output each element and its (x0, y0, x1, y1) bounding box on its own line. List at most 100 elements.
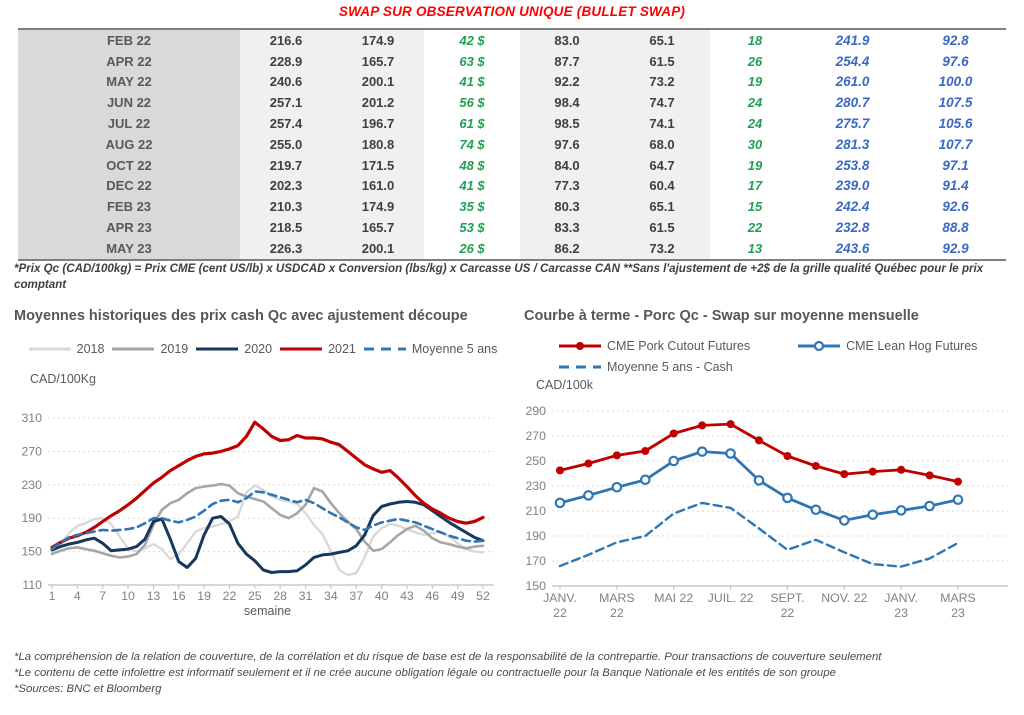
value-cell: 74.7 (614, 92, 710, 114)
month-cell: OCT 22 (18, 154, 240, 176)
value-cell: 74.1 (614, 113, 710, 134)
value-cell: 281.3 (835, 136, 870, 152)
value-cell: 48 $ (459, 157, 485, 173)
value-cell: 171.5 (332, 154, 424, 176)
value-cell: 53 $ (459, 220, 485, 236)
value-cell: 218.5 (240, 217, 332, 238)
svg-text:22: 22 (781, 606, 795, 620)
right-chart-ylabel: CAD/100k (536, 378, 593, 392)
svg-text:43: 43 (400, 589, 414, 603)
legend-label: CME Pork Cutout Futures (607, 339, 751, 353)
value-cell: 13 (747, 240, 763, 256)
month-cell: FEB 23 (18, 196, 240, 218)
value-cell: 26 (747, 53, 763, 69)
value-cell: 200.1 (332, 71, 424, 93)
value-cell: 61.5 (614, 217, 710, 238)
month-cell: AUG 22 (18, 133, 240, 155)
table-row: FEB 23 210.3 174.9 35 $ 80.3 65.1 15 242.4 92.6 (18, 196, 1006, 218)
value-cell: 98.5 (520, 113, 614, 134)
legend-label: 2020 (244, 342, 273, 356)
svg-text:210: 210 (525, 504, 546, 518)
disclaimer-line: *La compréhension de la relation de couv… (14, 651, 882, 663)
value-cell: 242.4 (835, 199, 870, 215)
value-cell: 254.4 (835, 53, 870, 69)
value-cell: 24 (747, 116, 763, 132)
table-row: DEC 22 202.3 161.0 41 $ 77.3 60.4 17 239.0 91.4 (18, 175, 1006, 197)
month-cell: MAY 23 (18, 237, 240, 259)
series-2019 (50, 482, 485, 559)
forward-curve-chart-section: Courbe à terme - Porc Qc - Swap sur moye… (524, 308, 1020, 638)
svg-text:46: 46 (425, 589, 439, 603)
disclaimer-line: *Sources: BNC et Bloomberg (14, 683, 162, 695)
value-cell: 35 $ (459, 199, 485, 215)
series-moyenne-5-ans-cash (558, 501, 960, 568)
line-swatch (559, 342, 601, 350)
value-cell: 97.6 (520, 133, 614, 155)
value-cell: 202.3 (240, 175, 332, 197)
table-row: FEB 22 216.6 174.9 42 $ 83.0 65.1 18 241.9 92.8 (18, 30, 1006, 51)
value-cell: 65.1 (614, 30, 710, 51)
legend-item-moyenne-5-ans-cash: Moyenne 5 ans - Cash (557, 360, 733, 374)
value-cell: 161.0 (332, 175, 424, 197)
value-cell: 216.6 (240, 30, 332, 51)
svg-text:23: 23 (951, 606, 965, 620)
svg-text:170: 170 (525, 554, 546, 568)
value-cell: 232.8 (835, 220, 870, 236)
value-cell: 240.6 (240, 71, 332, 93)
month-cell: FEB 22 (18, 30, 240, 51)
value-cell: 24 (747, 95, 763, 111)
value-cell: 243.6 (835, 240, 870, 256)
legend-item-cme-pork-cutout-futures: CME Pork Cutout Futures (557, 339, 750, 353)
value-cell: 180.8 (332, 133, 424, 155)
svg-text:34: 34 (324, 589, 338, 603)
table-row: APR 23 218.5 165.7 53 $ 83.3 61.5 22 232.8 88.8 (18, 217, 1006, 238)
value-cell: 92.8 (942, 32, 969, 48)
month-cell: DEC 22 (18, 175, 240, 197)
left-chart-ylabel: CAD/100Kg (30, 372, 97, 386)
value-cell: 210.3 (240, 196, 332, 218)
legend-item-2020: 2020 (194, 342, 272, 356)
value-cell: 74 $ (459, 136, 485, 152)
value-cell: 196.7 (332, 113, 424, 134)
svg-text:10: 10 (121, 589, 135, 603)
svg-text:22: 22 (610, 606, 624, 620)
svg-text:MAI 22: MAI 22 (654, 591, 693, 605)
value-cell: 61.5 (614, 50, 710, 72)
value-cell: 61 $ (459, 116, 485, 132)
value-cell: 17 (747, 178, 763, 194)
value-cell: 253.8 (835, 157, 870, 173)
series-2021 (50, 420, 485, 549)
svg-text:JUIL. 22: JUIL. 22 (708, 591, 754, 605)
value-cell: 19 (747, 74, 763, 90)
legend-item-2021: 2021 (278, 342, 356, 356)
right-chart-legend-row1: CME Pork Cutout Futures CME Lean Hog Futu… (524, 339, 1020, 353)
legend-label: 2019 (160, 342, 189, 356)
value-cell: 83.3 (520, 217, 614, 238)
line-swatch (196, 347, 239, 351)
value-cell: 165.7 (332, 50, 424, 72)
table-row: OCT 22 219.7 171.5 48 $ 84.0 64.7 19 253.8 97.1 (18, 154, 1006, 176)
svg-text:250: 250 (525, 454, 546, 468)
value-cell: 261.0 (835, 74, 870, 90)
svg-text:230: 230 (21, 478, 42, 492)
table-row: JUL 22 257.4 196.7 61 $ 98.5 74.1 24 275.7 105.6 (18, 113, 1006, 134)
value-cell: 83.0 (520, 30, 614, 51)
value-cell: 97.1 (942, 157, 969, 173)
value-cell: 65.1 (614, 196, 710, 218)
svg-text:MARS: MARS (940, 591, 976, 605)
svg-text:49: 49 (451, 589, 465, 603)
svg-text:40: 40 (375, 589, 389, 603)
svg-text:290: 290 (525, 404, 546, 418)
legend-label: CME Lean Hog Futures (846, 339, 978, 353)
svg-text:19: 19 (197, 589, 211, 603)
value-cell: 239.0 (835, 178, 870, 194)
value-cell: 201.2 (332, 92, 424, 114)
value-cell: 226.3 (240, 237, 332, 259)
svg-text:22: 22 (223, 589, 237, 603)
month-cell: APR 22 (18, 50, 240, 72)
legend-item-2019: 2019 (110, 342, 188, 356)
svg-text:13: 13 (147, 589, 161, 603)
value-cell: 15 (747, 199, 763, 215)
value-cell: 219.7 (240, 154, 332, 176)
